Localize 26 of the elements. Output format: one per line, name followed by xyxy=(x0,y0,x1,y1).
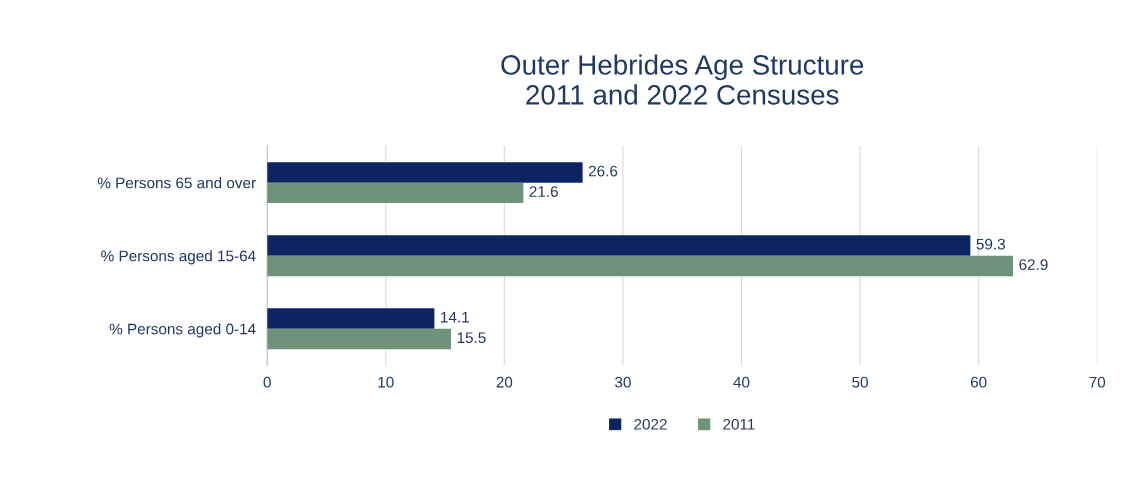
y-tick-label: % Persons aged 0-14 xyxy=(109,323,256,338)
bar xyxy=(267,255,1014,277)
x-tick-label: 70 xyxy=(1089,376,1106,388)
x-tick-label: 20 xyxy=(496,376,513,388)
legend-label: 2011 xyxy=(723,418,755,430)
data-label: 15.5 xyxy=(457,332,486,344)
bar xyxy=(267,308,435,329)
y-tick-label: % Persons aged 15-64 xyxy=(101,250,256,265)
data-label: 26.6 xyxy=(588,165,618,177)
x-tick-label: 40 xyxy=(733,376,750,388)
data-label: 62.9 xyxy=(1019,259,1048,270)
chart-title: Outer Hebrides Age Structure 2011 and 2022 Censuses xyxy=(501,54,864,105)
bar xyxy=(267,182,524,204)
data-label: 59.3 xyxy=(976,238,1005,250)
x-tick-label: 30 xyxy=(615,376,631,388)
legend-label: 2022 xyxy=(634,418,667,430)
bar xyxy=(267,162,583,183)
x-tick-label: 50 xyxy=(852,376,868,388)
x-tick-label: 10 xyxy=(378,376,394,388)
bar xyxy=(267,328,451,350)
data-label: 21.6 xyxy=(529,186,558,197)
x-tick-label: 60 xyxy=(970,376,987,388)
data-label: 14.1 xyxy=(441,311,469,323)
x-tick-label: 0 xyxy=(263,376,271,388)
bar xyxy=(267,235,971,256)
y-tick-label: % Persons 65 and over xyxy=(97,177,256,189)
